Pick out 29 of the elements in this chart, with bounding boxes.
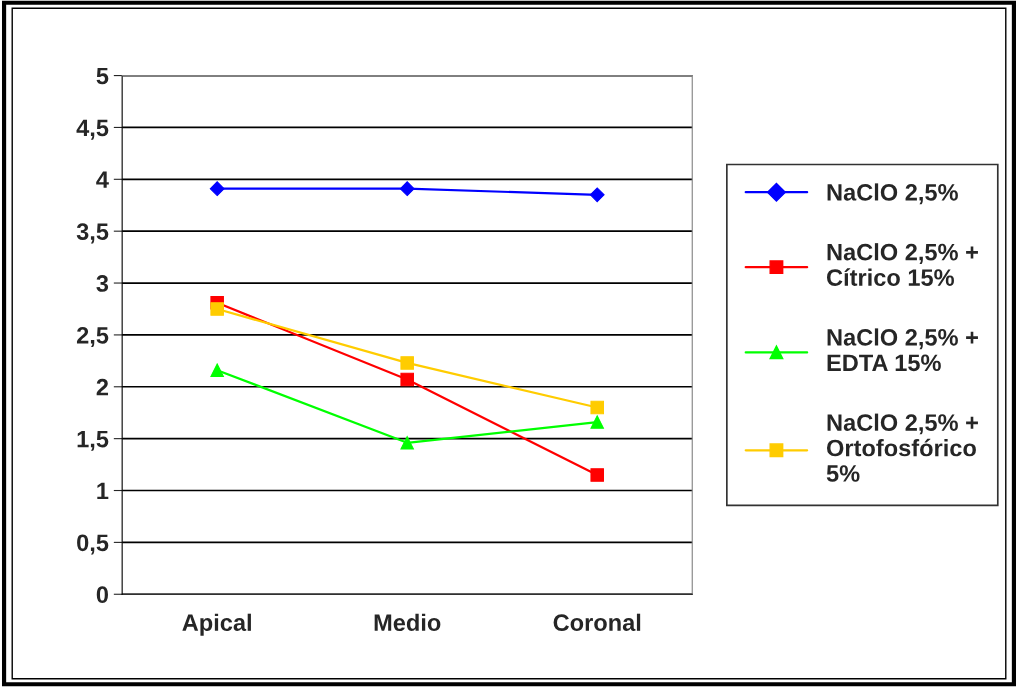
point	[210, 363, 224, 377]
legend-label: NaClO 2,5%	[827, 183, 958, 205]
y-tick-label: 4	[96, 171, 109, 188]
y-tick-label: 1,5	[77, 430, 109, 451]
point	[590, 415, 604, 429]
y-tick-label: 3,5	[76, 223, 109, 244]
y-tick-label: 2,5	[76, 326, 109, 348]
point	[210, 302, 224, 316]
y-tick-label: 4,5	[76, 119, 109, 140]
x-tick-label: Medio	[374, 613, 441, 632]
point	[589, 187, 605, 203]
legend-label: NaClO 2,5% + Ortofosfórico 5%	[826, 413, 978, 482]
point	[400, 372, 414, 387]
legend-label: NaClO 2,5% + Cítrico 15%	[826, 243, 978, 286]
y-tick-label: 0	[96, 586, 108, 604]
y-tick-label: 1	[97, 482, 109, 500]
x-tick-label: Coronal	[553, 613, 641, 632]
point	[399, 181, 415, 197]
point	[590, 400, 604, 415]
point	[400, 436, 414, 450]
x-tick-label: Apical	[182, 613, 251, 636]
y-tick-label: 5	[96, 67, 109, 85]
y-tick-label: 2	[96, 378, 109, 396]
legend-label: NaClO 2,5% + EDTA 15%	[827, 328, 978, 372]
point	[590, 468, 604, 482]
point	[400, 356, 414, 370]
point	[209, 181, 225, 197]
y-tick-label: 3	[96, 275, 109, 292]
y-tick-label: 0,5	[77, 534, 109, 555]
